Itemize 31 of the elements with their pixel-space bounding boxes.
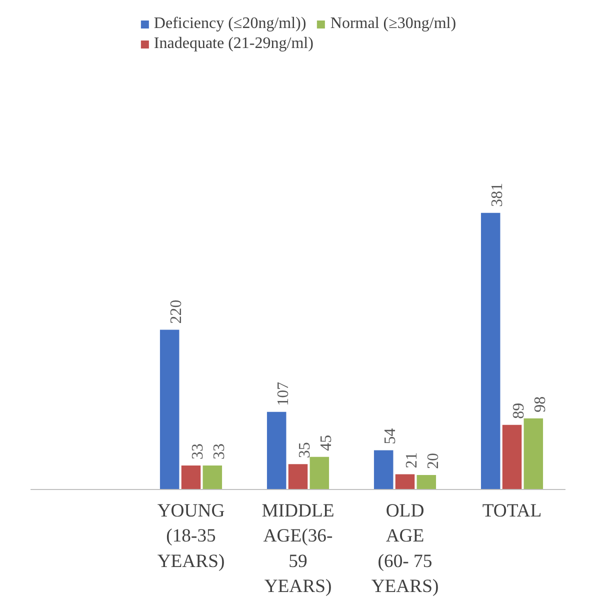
legend-label: Inadequate (21-29ng/ml) <box>154 35 314 53</box>
bar <box>310 456 330 490</box>
bar <box>480 212 500 490</box>
legend-label: Deficiency (≤20ng/ml)) <box>154 15 306 33</box>
x-tick-label: OLD AGE (60- 75 YEARS) <box>371 500 439 598</box>
data-label: 220 <box>168 300 186 324</box>
data-label: 20 <box>424 452 442 469</box>
bar <box>288 464 308 490</box>
bar <box>502 424 522 490</box>
bar <box>266 412 286 490</box>
bar <box>524 418 544 490</box>
data-label: 33 <box>210 444 228 460</box>
bar <box>160 330 180 490</box>
x-tick-label: YOUNG (18-35 YEARS) <box>157 500 225 572</box>
bar <box>202 466 222 490</box>
data-label: 98 <box>532 396 549 412</box>
data-label: 107 <box>275 382 292 406</box>
x-tick-label: MIDDLE AGE(36- 59 YEARS) <box>262 500 334 598</box>
bar <box>416 474 436 490</box>
data-label: 33 <box>190 444 206 460</box>
data-label: 35 <box>296 442 314 458</box>
data-label: 381 <box>489 182 506 207</box>
legend-label: Normal (≥30ng/ml) <box>330 15 456 33</box>
data-label: 54 <box>382 428 400 444</box>
data-label: 89 <box>510 402 528 419</box>
data-label: 21 <box>404 452 420 468</box>
x-tick-label: TOTAL <box>482 500 542 522</box>
bar <box>181 466 201 490</box>
bar <box>374 450 394 490</box>
data-label: 45 <box>318 434 335 451</box>
bar <box>395 474 415 490</box>
